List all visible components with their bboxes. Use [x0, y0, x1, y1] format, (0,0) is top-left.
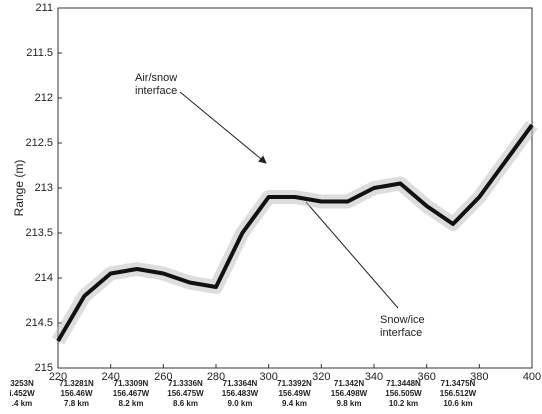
annotation: interface: [380, 327, 422, 339]
x-tick-label: 300: [259, 371, 277, 383]
location-label: 71.3309N: [114, 379, 149, 388]
x-tick-label: 400: [523, 371, 541, 383]
interface-trace: [56, 123, 534, 343]
annotation: Air/snow: [135, 72, 177, 84]
location-label: 9.0 km: [228, 399, 253, 408]
location-label: 9.4 km: [282, 399, 307, 408]
x-tick-label: 380: [470, 371, 488, 383]
location-label: 156.512W: [440, 389, 477, 398]
location-label: 71.3364N: [223, 379, 258, 388]
location-label: 9.8 km: [337, 399, 362, 408]
x-tick-label: 280: [207, 371, 225, 383]
x-tick-label: 340: [365, 371, 383, 383]
annotation: Snow/ice: [380, 314, 425, 326]
location-label: 156.498W: [331, 389, 368, 398]
y-tick-label: 214.5: [25, 317, 53, 329]
location-label: 156.505W: [385, 389, 422, 398]
y-tick-label: 211: [35, 2, 53, 14]
location-label: 71.3336N: [168, 379, 203, 388]
x-tick-label: 220: [49, 371, 67, 383]
plot-frame: [57, 7, 533, 369]
location-label: 156.46W: [60, 389, 92, 398]
location-label: 8.6 km: [173, 399, 198, 408]
location-label: 156.475W: [167, 389, 204, 398]
location-label: 3253N: [10, 379, 34, 388]
location-label: 156.467W: [113, 389, 150, 398]
location-label: 71.3392N: [277, 379, 312, 388]
location-label: 10.6 km: [443, 399, 472, 408]
annotation: interface: [135, 85, 177, 97]
location-label: 71.3448N: [386, 379, 421, 388]
location-label: 71.3475N: [441, 379, 476, 388]
y-axis-label: Range (m): [12, 160, 26, 217]
location-label: 7.8 km: [64, 399, 89, 408]
location-label: 71.342N: [334, 379, 364, 388]
location-label: 8.2 km: [119, 399, 144, 408]
annotation-arrow: [179, 91, 267, 164]
y-tick-label: 213: [35, 182, 53, 194]
location-label: i.452W: [9, 389, 35, 398]
location-label: 156.483W: [222, 389, 259, 398]
y-tick-label: 214: [35, 272, 53, 284]
location-label: 10.2 km: [389, 399, 418, 408]
y-tick-label: 213.5: [25, 227, 53, 239]
annotation-arrow: [305, 201, 399, 309]
y-tick-label: 215: [35, 362, 53, 374]
x-tick-label: 240: [101, 371, 119, 383]
location-label: 71.3281N: [59, 379, 94, 388]
location-label: .4 km: [12, 399, 32, 408]
x-tick-label: 320: [312, 371, 330, 383]
location-label: 156.49W: [278, 389, 310, 398]
x-tick-label: 360: [417, 371, 435, 383]
x-tick-label: 260: [154, 371, 172, 383]
y-tick-label: 211.5: [26, 47, 53, 59]
y-tick-label: 212: [35, 92, 53, 104]
y-tick-label: 212.5: [25, 137, 53, 149]
